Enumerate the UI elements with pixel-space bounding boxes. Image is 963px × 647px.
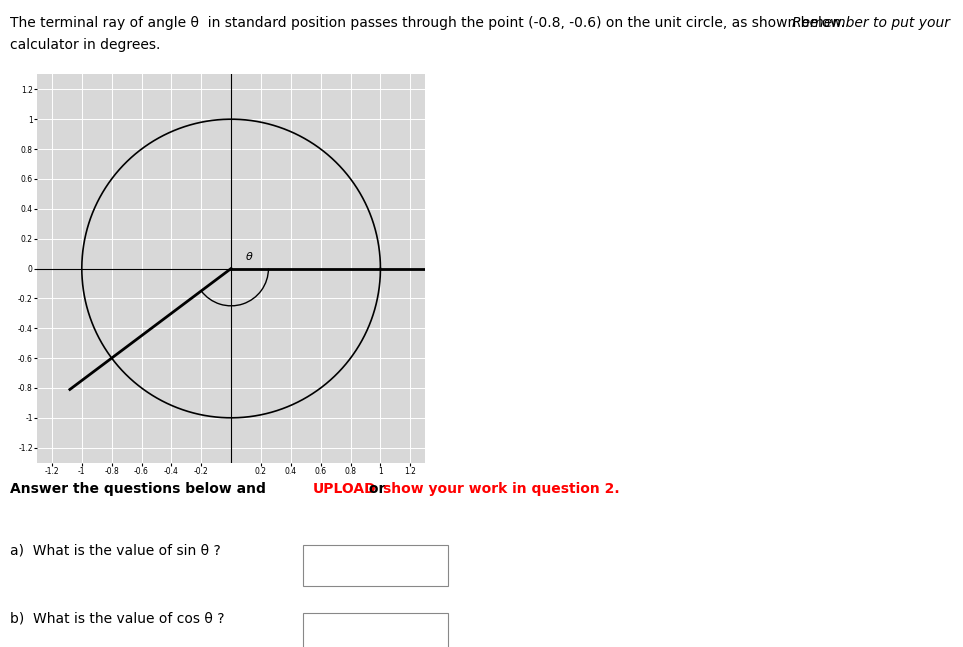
Text: show your work in question 2.: show your work in question 2.	[383, 482, 620, 496]
Text: The terminal ray of angle θ  in standard position passes through the point (-0.8: The terminal ray of angle θ in standard …	[10, 16, 845, 30]
Text: calculator in degrees.: calculator in degrees.	[10, 38, 160, 52]
Text: Remember to put your: Remember to put your	[792, 16, 950, 30]
Text: Answer the questions below and: Answer the questions below and	[10, 482, 271, 496]
Text: UPLOAD: UPLOAD	[313, 482, 377, 496]
Text: a)  What is the value of sin θ ?: a) What is the value of sin θ ?	[10, 543, 221, 558]
Text: θ: θ	[247, 252, 253, 261]
Text: or: or	[364, 482, 390, 496]
Text: b)  What is the value of cos θ ?: b) What is the value of cos θ ?	[10, 611, 224, 626]
